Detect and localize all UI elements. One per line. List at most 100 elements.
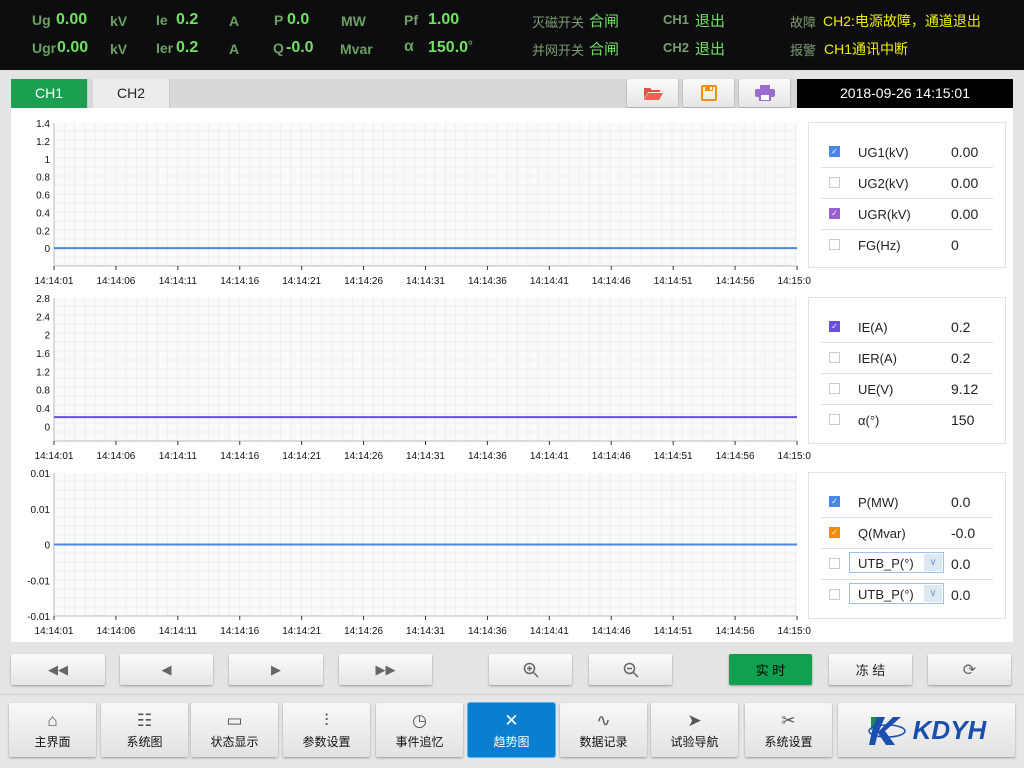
ie-label: Ie <box>156 12 168 28</box>
series-value: 0.2 <box>951 350 971 366</box>
legend-voltage: ✓ UG1(kV) 0.00 UG2(kV) 0.00 ✓ UGR(kV) 0.00 FG(Hz… <box>808 122 1006 268</box>
open-button[interactable] <box>627 79 678 107</box>
legend-item: FG(Hz) 0 <box>821 230 993 261</box>
series-select[interactable]: UTB_P(°) ∨ <box>849 552 944 573</box>
series-name: IER(A) <box>858 351 897 366</box>
nav-monitor[interactable]: ▭ 状态显示 <box>191 703 278 757</box>
x-tick-label: 14:14:46 <box>592 626 631 637</box>
x-tick-label: 14:14:16 <box>220 276 259 287</box>
p-unit: MW <box>341 13 366 29</box>
pf-label: Pf <box>404 12 418 28</box>
grid-switch-label: 并网开关 <box>532 43 585 58</box>
ugr-value: 0.00 <box>57 39 89 56</box>
save-button[interactable] <box>683 79 734 107</box>
series-checkbox[interactable] <box>829 383 840 394</box>
series-select[interactable]: UTB_P(°) ∨ <box>849 583 944 604</box>
q-value: -0.0 <box>286 39 314 56</box>
nav-pulse[interactable]: ∿ 数据记录 <box>560 703 647 757</box>
x-tick-label: 14:14:41 <box>530 626 569 637</box>
x-tick-label: 14:14:31 <box>406 276 445 287</box>
nav-navigation[interactable]: ➤ 试验导航 <box>651 703 738 757</box>
series-name: UE(V) <box>858 382 894 397</box>
x-tick-label: 14:14:21 <box>282 626 321 637</box>
p-label: P <box>274 12 284 28</box>
nav-label: 系统设置 <box>764 735 813 749</box>
series-checkbox[interactable]: ✓ <box>829 321 840 332</box>
print-button[interactable] <box>739 79 790 107</box>
nav-calendar-clock[interactable]: ◷ 事件追忆 <box>376 703 463 757</box>
step-forward-icon: ▶ <box>271 661 281 677</box>
fast-forward-button[interactable]: ▶▶ <box>339 654 432 685</box>
x-tick-label: 14:14:01 <box>35 276 74 287</box>
home-icon: ⌂ <box>47 711 58 730</box>
y-tick-label: 0 <box>44 422 50 433</box>
series-checkbox[interactable]: ✓ <box>829 527 840 538</box>
system-diagram-icon: ☷ <box>136 711 153 730</box>
nav-home[interactable]: ⌂ 主界面 <box>9 703 96 757</box>
series-checkbox[interactable]: ✓ <box>829 208 840 219</box>
fault-value: CH2:电源故障，通道退出 <box>823 13 981 29</box>
nav-sliders[interactable]: ⫶ 参数设置 <box>283 703 370 757</box>
x-tick-label: 14:15:01 <box>778 451 811 462</box>
zoom-in-button[interactable] <box>489 654 572 685</box>
print-icon <box>754 85 775 101</box>
ch2-label: CH2 <box>663 40 690 55</box>
nav-tools[interactable]: ✂ 系统设置 <box>745 703 832 757</box>
series-name: UG2(kV) <box>858 176 909 191</box>
x-tick-label: 14:14:26 <box>344 276 383 287</box>
series-name: α(°) <box>858 413 880 428</box>
tab-ch2[interactable]: CH2 <box>93 79 170 108</box>
zoom-out-button[interactable] <box>589 654 672 685</box>
x-tick-label: 14:14:06 <box>96 276 135 287</box>
x-tick-label: 14:14:51 <box>654 451 693 462</box>
y-tick-label: 1.6 <box>36 349 50 360</box>
series-value: 9.12 <box>951 381 979 397</box>
y-tick-label: 2.4 <box>36 312 50 323</box>
alarm-label: 报警 <box>790 43 817 58</box>
freeze-button[interactable]: 冻 结 <box>829 654 912 685</box>
series-value: 150 <box>951 412 975 428</box>
series-checkbox[interactable] <box>829 239 840 250</box>
x-tick-label: 14:14:21 <box>282 276 321 287</box>
series-checkbox[interactable] <box>829 558 840 569</box>
chevron-down-icon: ∨ <box>924 554 942 571</box>
fault-label: 故障 <box>790 15 817 30</box>
series-checkbox[interactable] <box>829 177 840 188</box>
series-checkbox[interactable]: ✓ <box>829 496 840 507</box>
y-tick-label: 1.4 <box>36 119 50 130</box>
y-tick-label: 0.6 <box>36 191 50 202</box>
alpha-unit: ° <box>468 38 473 52</box>
pulse-icon: ∿ <box>596 711 611 730</box>
series-checkbox[interactable] <box>829 352 840 363</box>
save-icon <box>700 85 717 101</box>
fast-backward-button[interactable]: ◀◀ <box>11 654 105 685</box>
x-tick-label: 14:15:01 <box>778 626 811 637</box>
series-select-value: UTB_P(°) <box>858 587 914 602</box>
y-tick-label: 2.8 <box>36 294 50 305</box>
x-tick-label: 14:14:26 <box>344 451 383 462</box>
series-checkbox[interactable]: ✓ <box>829 146 840 157</box>
step-forward-button[interactable]: ▶ <box>229 654 323 685</box>
y-tick-label: 0 <box>44 541 50 552</box>
x-tick-label: 14:14:56 <box>716 626 755 637</box>
legend-item: UTB_P(°) ∨ 0.0 <box>821 549 993 580</box>
step-backward-button[interactable]: ◀ <box>120 654 213 685</box>
series-checkbox[interactable] <box>829 414 840 425</box>
nav-trend[interactable]: ✕ 趋势图 <box>468 703 555 757</box>
nav-system-diagram[interactable]: ☷ 系统图 <box>101 703 188 757</box>
status-bar: Ug 0.00 kV Ie 0.2 A P 0.0 MW Pf 1.00 Ugr… <box>0 0 1024 70</box>
zoom-out-icon <box>623 662 639 678</box>
realtime-button[interactable]: 实 时 <box>729 654 812 685</box>
series-value: 0.0 <box>951 587 971 603</box>
trend-panel: 1.4 1.2 1 0.8 0.6 0.4 0.2 0 14:14:01 14:14:06 14:1… <box>11 108 1013 642</box>
x-tick-label: 14:14:51 <box>654 626 693 637</box>
series-value: 0 <box>951 237 959 253</box>
refresh-button[interactable]: ⟳ <box>928 654 1011 685</box>
nav-label: 参数设置 <box>302 735 351 749</box>
y-tick-label: 0.2 <box>36 226 50 237</box>
series-name: P(MW) <box>858 495 899 510</box>
ie-value: 0.2 <box>176 11 199 28</box>
series-checkbox[interactable] <box>829 589 840 600</box>
tab-ch1[interactable]: CH1 <box>11 79 88 108</box>
x-tick-label: 14:14:31 <box>406 626 445 637</box>
